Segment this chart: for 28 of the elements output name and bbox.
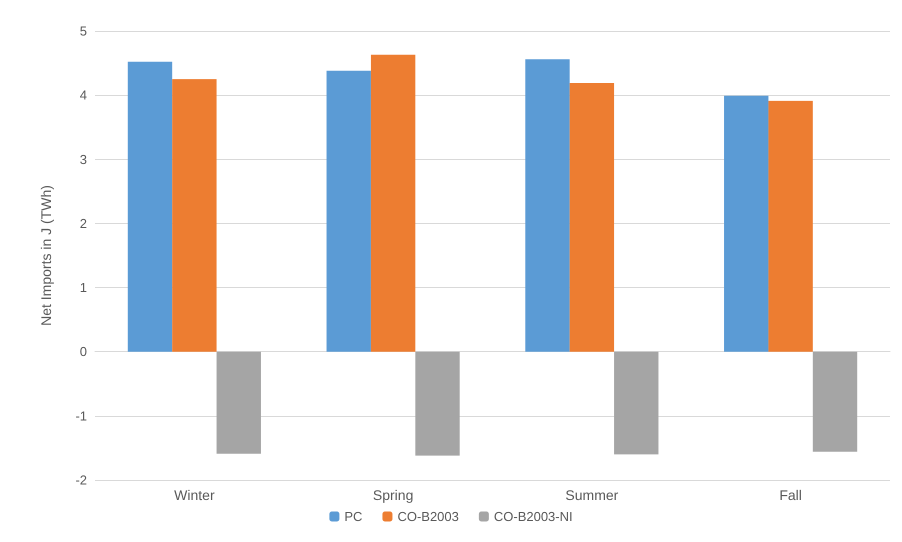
- y-axis-title: Net Imports in J (TWh): [38, 185, 54, 326]
- bar: [216, 352, 261, 454]
- legend-label: CO-B2003: [397, 509, 459, 524]
- bar: [614, 352, 658, 454]
- bar: [128, 62, 172, 352]
- x-tick-label: Winter: [174, 487, 215, 503]
- y-tick-label: -1: [75, 408, 87, 424]
- x-tick-label: Summer: [565, 487, 619, 503]
- bar: [326, 70, 371, 352]
- legend-label: CO-B2003-NI: [494, 509, 573, 524]
- bar: [525, 59, 570, 352]
- bar: [724, 96, 768, 352]
- bar: [415, 352, 460, 456]
- bar: [768, 100, 813, 352]
- y-tick-label: -2: [75, 472, 87, 488]
- x-tick-label: Fall: [779, 487, 802, 503]
- y-tick-label: 1: [80, 280, 87, 296]
- y-tick-label: 0: [80, 344, 87, 360]
- y-tick-label: 3: [80, 152, 87, 167]
- x-tick-label: Spring: [372, 487, 414, 503]
- legend-label: PC: [344, 509, 362, 524]
- y-tick-label: 2: [80, 216, 87, 231]
- bar: [172, 79, 217, 352]
- y-tick-label: 4: [80, 88, 87, 103]
- bar: [570, 82, 614, 352]
- bar: [370, 54, 416, 352]
- bar: [812, 352, 858, 452]
- y-tick-label: 5: [80, 24, 87, 38]
